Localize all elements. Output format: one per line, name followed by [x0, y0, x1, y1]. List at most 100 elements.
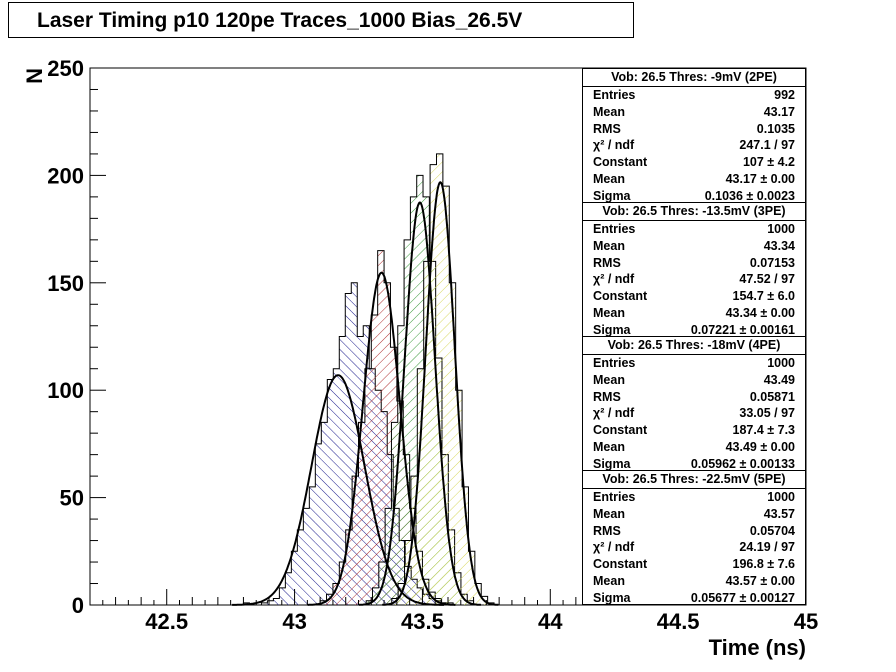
x-axis-label: Time (ns)	[709, 635, 806, 660]
hist-bin-s3-b8	[442, 186, 450, 605]
y-tick-label-4: 200	[47, 163, 84, 188]
stats-key: Entries	[593, 356, 636, 370]
y-tick-label-1: 50	[60, 486, 84, 511]
hist-bin-s1-b5	[352, 476, 359, 605]
stats-key: Mean	[593, 104, 625, 119]
x-tick-label-1: 43	[282, 609, 306, 634]
x-tick-label-2: 43.5	[401, 609, 444, 634]
y-axis-label: N	[22, 68, 47, 84]
stats-value: 154.7 ± 6.0	[732, 289, 795, 304]
hist-bin-s3-b6	[430, 164, 437, 605]
stats-row: Sigma 0.07221 ± 0.00161	[583, 322, 805, 339]
y-tick-label-0: 0	[72, 593, 84, 618]
chart-title: Laser Timing p10 120pe Traces_1000 Bias_…	[8, 2, 634, 38]
stats-value: 0.07221 ± 0.00161	[690, 322, 795, 337]
hist-bin-s3-b4	[417, 368, 424, 605]
hist-bin-s0-b9	[297, 529, 304, 605]
stats-value: 992	[774, 88, 795, 102]
axes: 42.5 43 43.5 44 44.5 45 0 50 100 150 200 250 Time (n…	[22, 56, 818, 660]
stats-key: Constant	[593, 557, 648, 572]
stats-box-header: Vob: 26.5 Thres: -22.5mV (5PE)	[583, 471, 805, 489]
stats-key: Mean	[593, 305, 625, 320]
histogram-bars	[242, 153, 495, 606]
stats-row: RMS 0.1035	[583, 121, 805, 138]
stats-value: 0.05677 ± 0.00127	[690, 590, 795, 605]
stats-row: Mean 43.57	[583, 506, 805, 523]
hist-bin-s0-b7	[285, 572, 292, 605]
stats-value: 43.57 ± 0.00	[725, 573, 795, 588]
stats-row: Entries 1000	[583, 355, 805, 372]
hist-bin-s0-b10	[303, 508, 310, 605]
stats-row: Entries 1000	[583, 221, 805, 238]
stats-box-header: Vob: 26.5 Thres: -9mV (2PE)	[583, 69, 805, 87]
hist-bin-s1-b3	[339, 562, 346, 605]
gaussian-fit-curves	[232, 181, 499, 606]
stats-value: 1000	[767, 490, 795, 504]
stats-row: Constant 154.7 ± 6.0	[583, 288, 805, 305]
hist-bin-s0-b16	[339, 336, 346, 605]
stats-row: χ² / ndf 247.1 / 97	[583, 137, 805, 154]
hist-bin-s3-b12	[468, 551, 475, 605]
stats-key: Sigma	[593, 590, 631, 605]
hist-bin-s2-b4	[391, 422, 398, 605]
stats-key: RMS	[593, 255, 621, 270]
stats-key: RMS	[593, 523, 621, 538]
stats-row: Mean 43.57 ± 0.00	[583, 573, 805, 590]
hist-bin-s2-b6	[404, 239, 411, 605]
stats-value: 43.34 ± 0.00	[725, 305, 795, 320]
stats-box-3: Vob: 26.5 Thres: -22.5mV (5PE) Entries 100…	[582, 470, 806, 605]
stats-box-0: Vob: 26.5 Thres: -9mV (2PE) Entries 992 Mea…	[582, 68, 806, 203]
stats-row: RMS 0.05871	[583, 389, 805, 406]
hist-bin-s3-b7	[436, 153, 443, 606]
stats-key: Sigma	[593, 322, 631, 337]
stats-row: RMS 0.07153	[583, 255, 805, 272]
stats-box-header: Vob: 26.5 Thres: -13.5mV (3PE)	[583, 203, 805, 221]
stats-key: Mean	[593, 439, 625, 454]
hist-bin-s3-b5	[423, 261, 431, 605]
hist-bin-s1-b9	[377, 250, 385, 605]
hist-bin-s1-b2	[332, 583, 340, 605]
hist-bin-s0-b15	[333, 368, 340, 605]
hist-bin-s0-b5	[273, 598, 280, 605]
hist-bin-s1-b8	[371, 315, 378, 605]
stats-value: 0.05871	[749, 389, 795, 404]
fit-curve-s2	[358, 201, 482, 606]
stats-value: 43.49	[763, 372, 795, 387]
stats-row: Mean 43.49 ± 0.00	[583, 439, 805, 456]
stats-key: Entries	[593, 222, 636, 236]
hist-bin-s3-b10	[455, 390, 463, 605]
stats-value: 43.17 ± 0.00	[725, 171, 795, 186]
stats-value: 0.1035	[756, 121, 795, 136]
stats-value: 0.05704	[749, 523, 795, 538]
stats-box-1: Vob: 26.5 Thres: -13.5mV (3PE) Entries 100…	[582, 202, 806, 337]
hist-bin-s1-b10	[384, 282, 391, 605]
stats-row: χ² / ndf 24.19 / 97	[583, 539, 805, 556]
stats-row: Mean 43.17	[583, 104, 805, 121]
hist-bin-s0-b8	[291, 551, 298, 605]
stats-key: χ² / ndf	[593, 540, 635, 555]
stats-key: Mean	[593, 238, 625, 253]
hist-bin-s1-b6	[358, 422, 365, 605]
stats-key: Mean	[593, 372, 625, 387]
stats-key: RMS	[593, 121, 621, 136]
fit-curve-s3	[382, 181, 499, 606]
y-tick-label-5: 250	[47, 56, 84, 81]
stats-value: 196.8 ± 7.6	[732, 557, 795, 572]
stats-row: Sigma 0.05962 ± 0.00133	[583, 456, 805, 473]
stats-value: 43.17	[763, 104, 795, 119]
fit-curve-s1	[307, 271, 456, 606]
stats-row: Entries 1000	[583, 489, 805, 506]
stats-value: 0.05962 ± 0.00133	[690, 456, 795, 471]
stats-key: Constant	[593, 289, 648, 304]
stats-key: Mean	[593, 506, 625, 521]
hist-bin-s0-b3	[261, 602, 268, 605]
stats-value: 1000	[767, 356, 795, 370]
stats-row: Sigma 0.1036 ± 0.0023	[583, 188, 805, 205]
stats-value: 43.49 ± 0.00	[725, 439, 795, 454]
stats-row: χ² / ndf 33.05 / 97	[583, 405, 805, 422]
stats-row: Constant 107 ± 4.2	[583, 154, 805, 171]
x-tick-label-5: 45	[794, 609, 818, 634]
stats-value: 187.4 ± 7.3	[732, 423, 795, 438]
hist-bin-s3-b9	[449, 282, 456, 605]
hist-bin-s0-b12	[315, 443, 322, 605]
